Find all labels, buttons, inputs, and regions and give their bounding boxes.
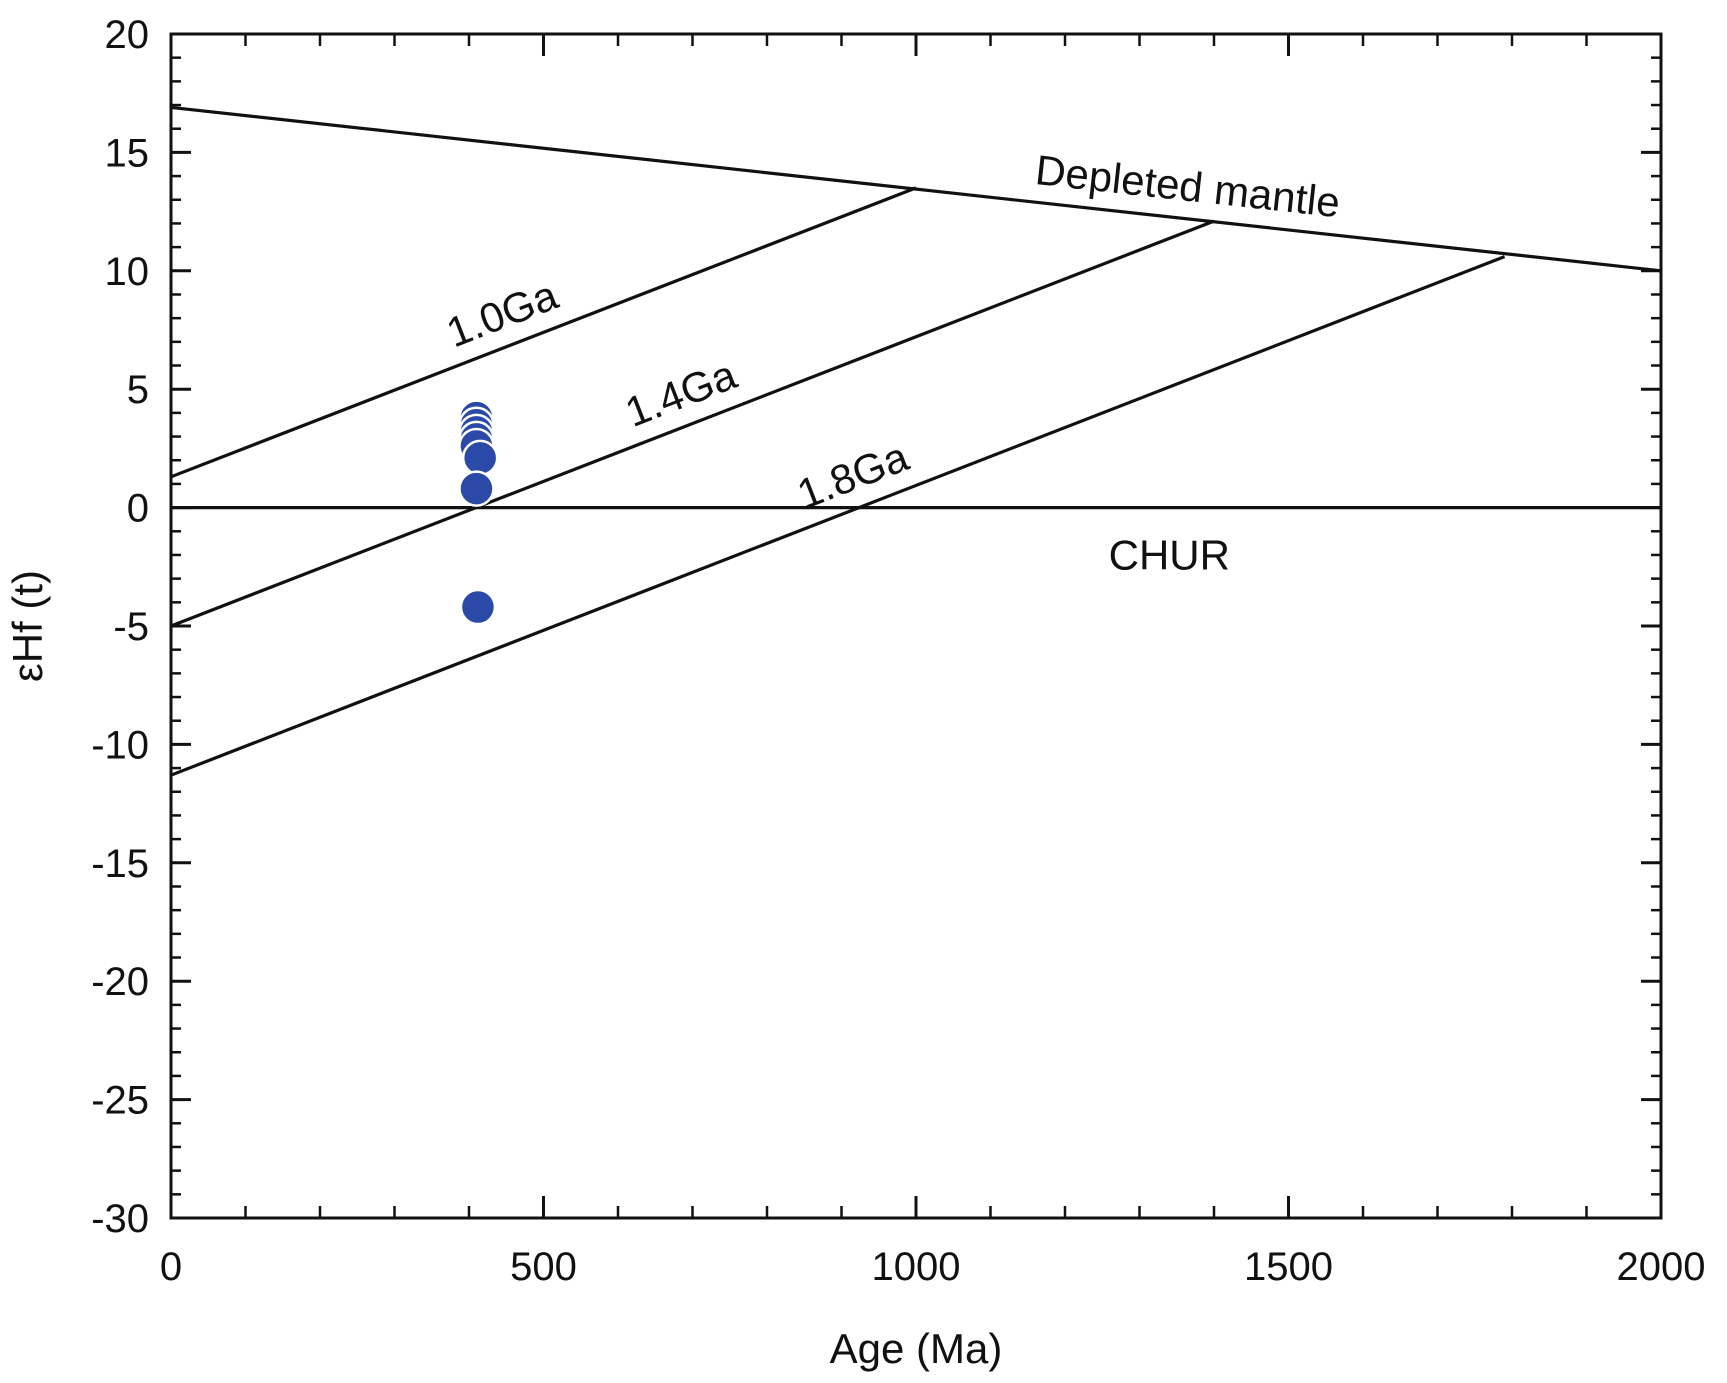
y-tick-label: -25 xyxy=(91,1079,149,1123)
y-tick-label: 5 xyxy=(127,368,149,412)
label-depleted-mantle: Depleted mantle xyxy=(1033,146,1342,226)
y-tick-label: -20 xyxy=(91,960,149,1004)
y-tick-label: 0 xyxy=(127,487,149,531)
line-1-4ga xyxy=(170,219,1215,628)
label-1-4ga: 1.4Ga xyxy=(619,350,743,435)
y-tick-label: 20 xyxy=(105,13,150,57)
label-1-0ga: 1.0Ga xyxy=(440,271,564,356)
y-axis-title: εHf (t) xyxy=(4,570,51,682)
data-point xyxy=(461,439,499,477)
y-tick-label: -10 xyxy=(91,723,149,767)
x-tick-label: 0 xyxy=(160,1245,182,1289)
data-point xyxy=(458,470,495,507)
label-chur: CHUR xyxy=(1109,532,1230,579)
y-tick-label: 10 xyxy=(105,250,150,294)
x-tick-label: 2000 xyxy=(1617,1245,1706,1289)
reference-lines xyxy=(170,105,1662,777)
plot-frame xyxy=(169,32,1663,1220)
minor-ticks xyxy=(171,34,1661,1218)
line-1-8ga xyxy=(170,255,1506,777)
x-axis-title: Age (Ma) xyxy=(830,1325,1003,1372)
label-1-8ga: 1.8Ga xyxy=(791,432,915,518)
major-ticks xyxy=(169,32,1663,1220)
line-1-0ga xyxy=(170,186,917,479)
x-tick-label: 1000 xyxy=(872,1245,961,1289)
y-tick-label: 15 xyxy=(105,131,150,175)
y-tick-label: -5 xyxy=(113,605,149,649)
y-tick-label: -15 xyxy=(91,842,149,886)
line-labels: Depleted mantle CHUR 1.0Ga 1.4Ga 1.8Ga xyxy=(440,146,1342,578)
x-tick-label: 1500 xyxy=(1244,1245,1333,1289)
data-points xyxy=(458,399,499,626)
x-tick-label: 500 xyxy=(510,1245,577,1289)
tick-labels: 0 500 1000 1500 2000 20 15 10 5 0 -5 -10 -15 -20 -25 -3… xyxy=(91,13,1705,1289)
y-tick-label: -30 xyxy=(91,1197,149,1241)
data-point xyxy=(459,588,497,626)
